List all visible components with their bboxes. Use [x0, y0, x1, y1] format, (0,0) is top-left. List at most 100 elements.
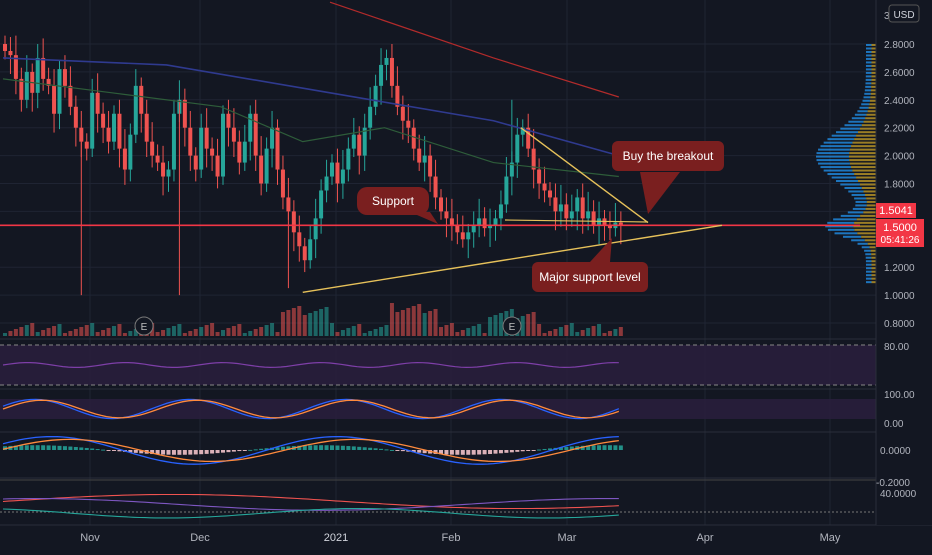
candle-body [607, 225, 612, 229]
profile-bar [865, 85, 872, 88]
volume-bar [3, 333, 7, 336]
lower-trendline[interactable] [302, 224, 723, 294]
macd-bar [280, 446, 285, 450]
macd-bar [182, 450, 187, 455]
volume-bar [308, 313, 313, 336]
profile-bar [851, 239, 865, 242]
callout-major[interactable]: Major support level [532, 238, 648, 292]
oscillator-pane[interactable] [0, 493, 876, 519]
volume-bar [335, 332, 340, 336]
callout-buy[interactable]: Buy the breakout [612, 141, 724, 214]
profile-bar [840, 127, 860, 130]
volume-bar [439, 327, 443, 336]
macd-bar [504, 450, 509, 453]
volume-bar [62, 333, 67, 336]
time-label: Mar [558, 532, 577, 544]
profile-bar [870, 249, 876, 252]
profile-bar [863, 120, 876, 123]
profile-bar [859, 106, 869, 109]
rsi-pane[interactable] [0, 344, 876, 386]
currency-badge[interactable]: USD [888, 4, 920, 23]
volume-bar [57, 324, 62, 336]
profile-bar [844, 186, 862, 189]
volume-bar [313, 311, 318, 336]
volume-bar [182, 333, 187, 336]
price-tick: 1.2000 [884, 263, 915, 274]
macd-bar [357, 446, 362, 450]
time-label: 2021 [324, 532, 348, 544]
current-price-label: 1.5000 [883, 222, 917, 234]
volume-bar [215, 332, 220, 336]
volume-bar [13, 329, 18, 336]
candle-body [133, 85, 138, 135]
candle-body [188, 127, 193, 156]
candle-body [488, 225, 493, 229]
candle-body [101, 113, 106, 128]
volume-bar [362, 333, 367, 336]
earnings-marker[interactable]: E [502, 316, 522, 336]
volume-bar [357, 324, 362, 336]
macd-bar [62, 446, 67, 450]
upper-trendline[interactable] [520, 127, 649, 224]
macd-bar [548, 448, 552, 450]
candle-body [90, 92, 95, 149]
macd-bar [117, 450, 122, 452]
volume-bar [237, 324, 242, 336]
macd-bar [537, 449, 542, 451]
candle-body [618, 222, 623, 226]
macd-bar [79, 447, 84, 450]
profile-bar [863, 211, 876, 214]
candle-body [384, 57, 389, 65]
profile-bar [818, 162, 850, 165]
profile-bar [871, 260, 876, 263]
time-axis[interactable]: Nov Dec 2021 Feb Mar Apr May [80, 532, 841, 544]
macd-bar [471, 450, 476, 455]
profile-bar [869, 246, 876, 249]
earnings-label: E [141, 322, 148, 333]
callout-major-text: Major support level [539, 270, 640, 284]
candle-body [171, 113, 176, 170]
profile-bar [865, 193, 876, 196]
profile-bar [871, 57, 876, 60]
candle-body [8, 50, 13, 56]
macd-pane[interactable] [0, 435, 876, 481]
volume-bar [166, 328, 171, 336]
macd-bar [498, 450, 503, 454]
profile-bar [864, 249, 871, 252]
callout-buy-text: Buy the breakout [623, 149, 714, 163]
profile-bar [871, 50, 876, 53]
candle-body [237, 141, 242, 163]
stoch-pane[interactable] [0, 398, 876, 420]
price-tick: 2.8000 [884, 40, 915, 51]
candle-body [542, 183, 547, 191]
profile-bar [854, 138, 876, 141]
candle-body [498, 204, 503, 219]
candle-body [569, 211, 574, 219]
volume-bar [400, 310, 405, 336]
profile-bar [865, 57, 872, 60]
macd-bar [90, 448, 95, 450]
volume-bar [591, 326, 596, 336]
macd-bar [193, 450, 198, 455]
volume-bar [41, 330, 46, 336]
profile-bar [867, 242, 876, 245]
macd-bar [52, 445, 57, 450]
macd-bar [199, 450, 204, 455]
candle-body [553, 197, 558, 212]
callout-support[interactable]: Support [357, 187, 438, 224]
volume-bar [171, 326, 176, 336]
profile-bar [856, 218, 876, 221]
volume-bar [90, 323, 95, 336]
price-tick: 2.2000 [884, 124, 915, 135]
price-tick: 2.4000 [884, 96, 915, 107]
earnings-marker[interactable]: E [134, 316, 154, 336]
profile-bar [848, 120, 864, 123]
candle-body [215, 155, 220, 177]
candle-body [226, 113, 231, 128]
volume-bar [395, 312, 400, 336]
volume-bar [8, 331, 13, 336]
macd-bar [362, 447, 367, 450]
macd-bar [602, 445, 607, 450]
